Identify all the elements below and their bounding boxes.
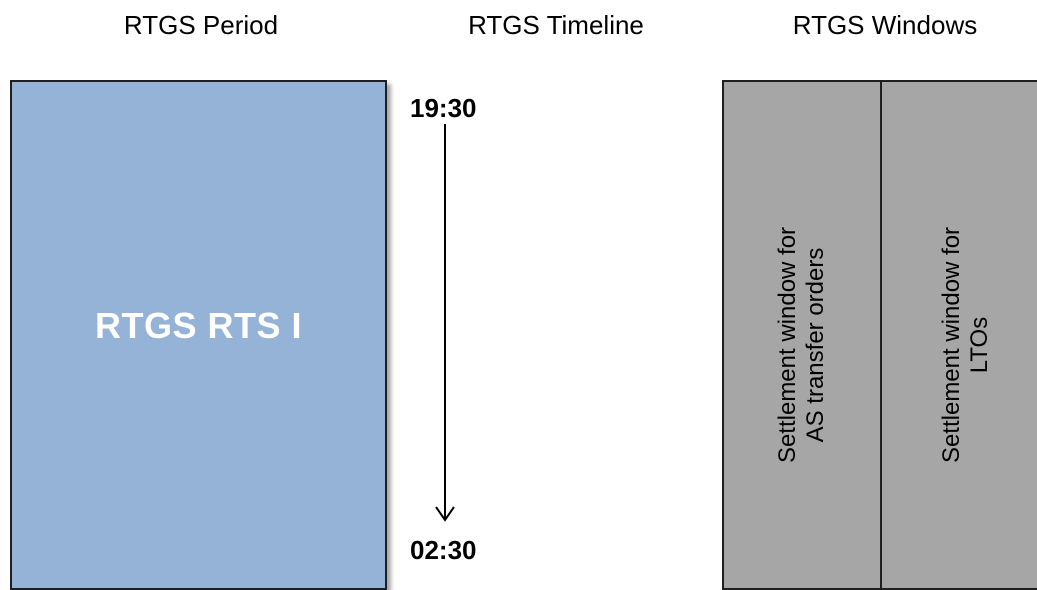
- settlement-window-as-transfer-orders: Settlement window for AS transfer orders: [724, 82, 882, 588]
- settlement-window-as-line2: AS transfer orders: [802, 247, 829, 443]
- timeline-end-time: 02:30: [410, 535, 477, 565]
- settlement-window-as-line1: Settlement window for: [774, 226, 801, 464]
- settlement-window-as-label: Settlement window for AS transfer orders: [774, 227, 830, 463]
- rtgs-period-box: RTGS RTS I: [10, 80, 387, 590]
- settlement-window-ltos: Settlement window for LTOs: [882, 82, 1037, 588]
- rtgs-timeline-header: RTGS Timeline: [468, 10, 644, 40]
- timeline-start-time: 19:30: [410, 93, 477, 123]
- timeline-arrow-icon: [435, 124, 455, 522]
- rtgs-period-label: RTGS RTS I: [94, 305, 302, 346]
- rtgs-windows-header: RTGS Windows: [792, 10, 978, 40]
- settlement-window-lto-label: Settlement window for LTOs: [938, 227, 994, 463]
- rtgs-windows-box: Settlement window for AS transfer orders…: [722, 80, 1037, 590]
- settlement-window-lto-line2: LTOs: [966, 316, 993, 374]
- rtgs-period-header: RTGS Period: [123, 10, 279, 40]
- settlement-window-lto-line1: Settlement window for: [938, 226, 965, 464]
